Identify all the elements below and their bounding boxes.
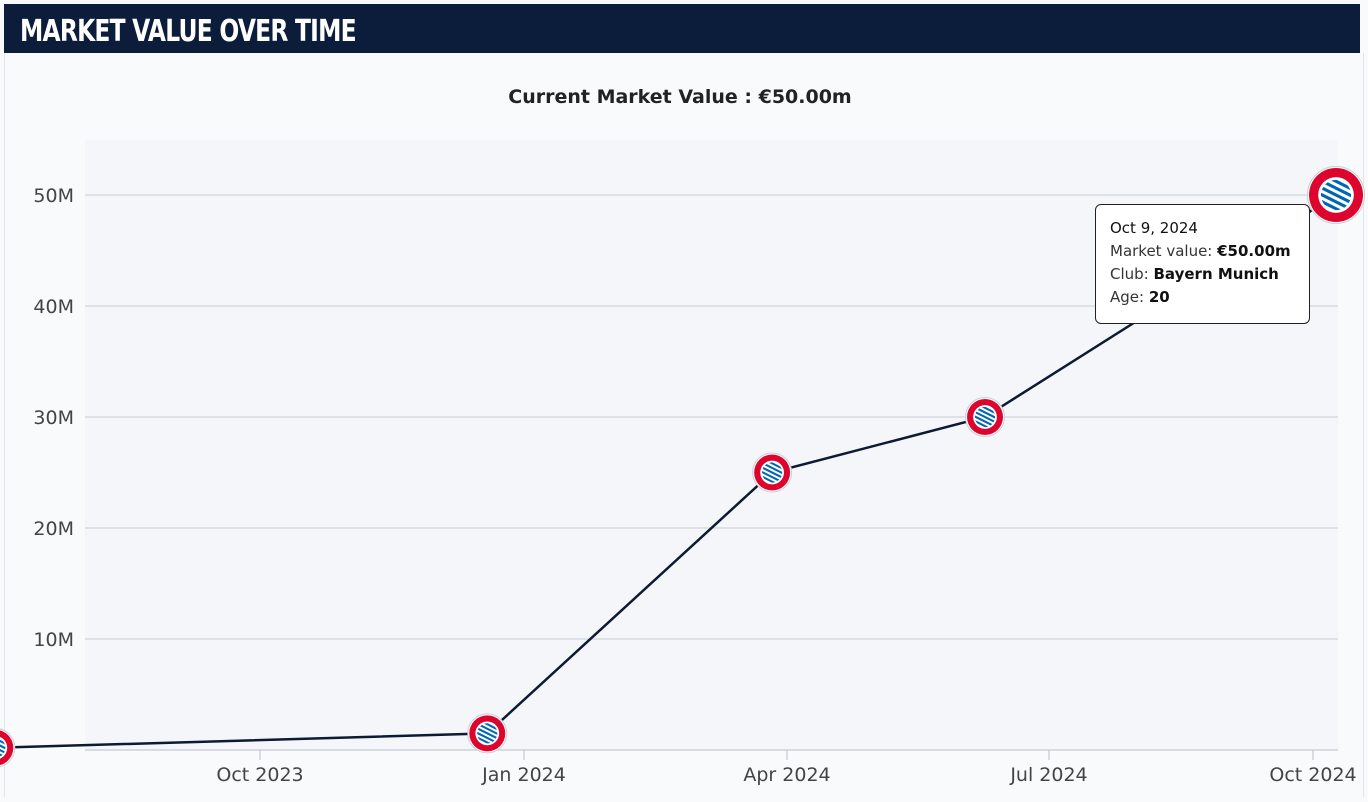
chart-subtitle: Current Market Value : €50.00m <box>508 86 852 108</box>
tooltip-age: Age: 20 <box>1110 286 1295 309</box>
tooltip-market-label: Market value: <box>1110 242 1218 260</box>
data-point-marker[interactable] <box>965 389 1006 446</box>
header-bar: MARKET VALUE OVER TIME <box>4 4 1360 53</box>
y-tick-label: 50M <box>33 185 74 207</box>
data-point-marker[interactable] <box>467 705 508 762</box>
tooltip-market-value: Market value: €50.00m <box>1110 240 1295 263</box>
x-axis: Oct 2023 Jan 2024 Apr 2024 Jul 2024 Oct 2024 <box>216 750 1357 786</box>
x-tick-label: Jan 2024 <box>481 764 566 786</box>
data-tooltip: Oct 9, 2024 Market value: €50.00m Club: … <box>1095 204 1310 324</box>
tooltip-date: Oct 9, 2024 <box>1110 219 1198 237</box>
x-tick-label: Oct 2024 <box>1269 764 1356 786</box>
tooltip-age-label: Age: <box>1110 288 1149 306</box>
data-point-marker[interactable] <box>752 444 793 501</box>
crest-icon <box>762 462 783 483</box>
y-tick-label: 30M <box>33 407 74 429</box>
tooltip-market-amount: €50.00m <box>1217 242 1291 260</box>
y-axis: 10M 20M 30M 40M 50M <box>33 185 74 651</box>
crest-icon <box>0 737 6 758</box>
page-title: MARKET VALUE OVER TIME <box>20 14 357 49</box>
tooltip-club-name: Bayern Munich <box>1153 265 1279 283</box>
x-tick-label: Oct 2023 <box>216 764 303 786</box>
tooltip-age-value: 20 <box>1148 288 1170 306</box>
tooltip-club-label: Club: <box>1110 265 1154 283</box>
y-tick-label: 40M <box>33 296 74 318</box>
crest-icon <box>477 723 498 744</box>
gridlines <box>85 194 1338 751</box>
data-markers <box>0 152 1366 776</box>
y-tick-label: 20M <box>33 518 74 540</box>
crest-icon <box>974 406 996 428</box>
x-tick-label: Jul 2024 <box>1009 764 1087 786</box>
y-tick-label: 10M <box>33 629 74 651</box>
crest-icon <box>1320 179 1352 211</box>
data-point-marker[interactable] <box>0 719 16 776</box>
data-point-marker[interactable] <box>1306 152 1366 237</box>
x-tick-label: Apr 2024 <box>743 764 830 786</box>
tooltip-club: Club: Bayern Munich <box>1110 263 1295 286</box>
